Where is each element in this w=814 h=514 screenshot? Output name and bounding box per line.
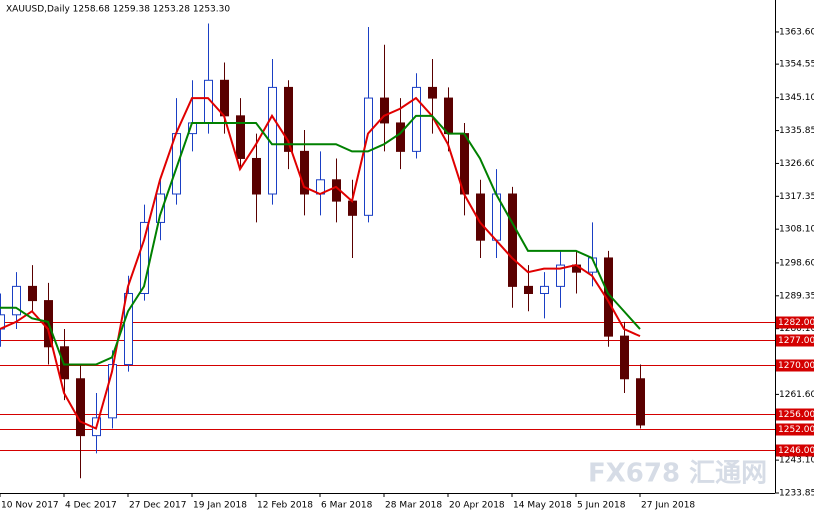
level-tag (776, 423, 814, 436)
candle-body (348, 200, 357, 216)
y-tick-label: 1335.85 (779, 126, 814, 136)
level-label: 1246.00 (778, 446, 814, 456)
candle-body (508, 193, 517, 287)
level-tag (776, 334, 814, 347)
y-tick-label: 1280.10 (779, 324, 814, 334)
candle-body (428, 86, 437, 99)
candle-body (524, 285, 533, 294)
candle-body (620, 335, 629, 380)
candle-body (236, 115, 245, 159)
candle-body (140, 221, 149, 294)
y-tick-label: 1289.35 (779, 291, 814, 301)
y-tick-label: 1326.60 (779, 159, 814, 169)
x-tick-label: 12 Feb 2018 (257, 501, 313, 511)
chart-title: XAUUSD,Daily 1258.68 1259.38 1253.28 125… (6, 5, 230, 15)
y-tick-label: 1345.10 (779, 93, 814, 103)
level-label: 1270.00 (778, 361, 814, 371)
candle-body (300, 150, 309, 195)
y-tick-label: 1308.10 (779, 225, 814, 235)
candle-body (76, 378, 85, 437)
level-label: 1277.00 (778, 336, 814, 346)
candle-body (636, 378, 645, 426)
y-tick-label: 1243.10 (779, 456, 814, 466)
candle-body (364, 97, 373, 216)
level-tag (776, 444, 814, 457)
level-label: 1282.00 (778, 318, 814, 328)
y-tick-label: 1233.85 (779, 489, 814, 499)
y-tick-label: 1354.55 (779, 60, 814, 70)
candle-body (396, 122, 405, 152)
level-tag (776, 316, 814, 329)
candle-body (556, 264, 565, 287)
x-tick-label: 10 Nov 2017 (1, 501, 59, 511)
x-tick-label: 6 Mar 2018 (321, 501, 373, 511)
level-label: 1256.00 (778, 410, 814, 420)
y-tick-label: 1317.35 (779, 192, 814, 202)
level-tag (776, 408, 814, 421)
candle-body (284, 86, 293, 152)
x-tick-label: 20 Apr 2018 (449, 501, 505, 511)
y-tick-label: 1363.60 (779, 27, 814, 37)
candle-body (540, 285, 549, 294)
x-tick-label: 4 Dec 2017 (65, 501, 117, 511)
candle-body (156, 193, 165, 223)
indicator-line (0, 96, 641, 430)
x-tick-label: 5 Jun 2018 (577, 501, 626, 511)
x-tick-label: 19 Jan 2018 (193, 501, 247, 511)
candle-body (444, 97, 453, 135)
x-tick-label: 27 Dec 2017 (129, 501, 187, 511)
candle-body (60, 346, 69, 380)
candle-body (380, 97, 389, 124)
level-tag (776, 359, 814, 372)
candle-body (252, 157, 261, 195)
y-tick-label: 1261.60 (779, 390, 814, 400)
x-tick-label: 14 May 2018 (513, 501, 572, 511)
candle-body (124, 292, 133, 366)
x-tick-label: 27 Jun 2018 (641, 501, 695, 511)
watermark: FX678 汇通网 (588, 459, 767, 489)
y-tick-label: 1298.60 (779, 258, 814, 268)
candle-body (12, 285, 21, 316)
indicator-line (0, 114, 641, 366)
x-tick-label: 28 Mar 2018 (385, 501, 442, 511)
level-label: 1252.00 (778, 425, 814, 435)
candle-body (28, 285, 37, 302)
candle-body (220, 79, 229, 117)
